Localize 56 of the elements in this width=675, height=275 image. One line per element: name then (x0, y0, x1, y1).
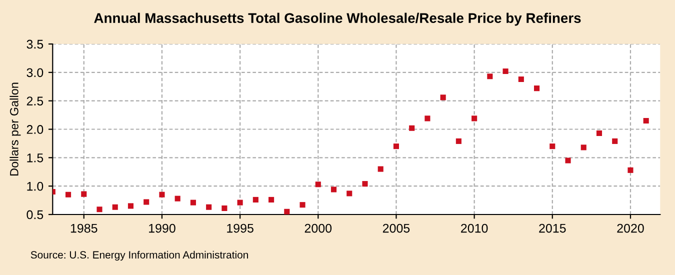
point (534, 86, 540, 92)
point (502, 68, 508, 74)
point (252, 196, 258, 202)
point (65, 192, 72, 198)
point (393, 144, 399, 150)
point (300, 202, 306, 208)
point (128, 203, 134, 209)
point (237, 200, 243, 206)
point (596, 130, 602, 136)
x-tick-label: 2005 (382, 224, 410, 233)
point (612, 138, 618, 144)
y-tick-label: 2.0 (26, 125, 44, 134)
point (378, 166, 384, 172)
point (112, 204, 118, 210)
point (206, 204, 212, 210)
y-tick-label: 3.0 (26, 68, 44, 78)
point (96, 206, 102, 212)
chart-title: Annual Massachusetts Total Gasoline Wholesale/Resale Price by Refiners (94, 12, 581, 26)
x-tick-label: 1995 (227, 224, 254, 233)
point (81, 191, 87, 197)
point (174, 196, 180, 202)
point (284, 208, 290, 214)
point (144, 199, 150, 205)
point (456, 138, 462, 144)
y-tick-label: 0.5 (26, 210, 44, 220)
point (222, 205, 228, 212)
x-tick-label: 2000 (304, 224, 332, 233)
y-axis-title: Dollars per Gallon (10, 82, 21, 176)
y-tick-label: 1.5 (27, 154, 44, 162)
point (362, 181, 368, 187)
point (628, 167, 634, 173)
x-tick-label: 2015 (539, 224, 566, 233)
point (268, 196, 274, 202)
x-tick-label: 2020 (617, 224, 644, 233)
y-tick-label: 3.5 (26, 40, 44, 49)
point (424, 116, 430, 122)
point (472, 116, 478, 122)
y-tick-label: 2.5 (26, 96, 44, 106)
y-tick-label: 1.0 (27, 182, 44, 191)
point (409, 125, 415, 131)
point (580, 144, 586, 150)
x-tick-label: 2010 (461, 224, 488, 233)
point (315, 182, 321, 188)
point (330, 186, 337, 192)
point (487, 74, 493, 80)
point (159, 192, 165, 198)
point (643, 118, 649, 124)
point (518, 76, 524, 82)
point (190, 200, 196, 206)
point (565, 158, 571, 164)
point (346, 190, 352, 196)
x-tick-label: 1990 (149, 224, 176, 233)
point (550, 144, 556, 150)
source-note: Source: U.S. Energy Information Administration (30, 250, 248, 261)
x-tick-label: 1985 (70, 224, 98, 233)
point (440, 94, 446, 100)
